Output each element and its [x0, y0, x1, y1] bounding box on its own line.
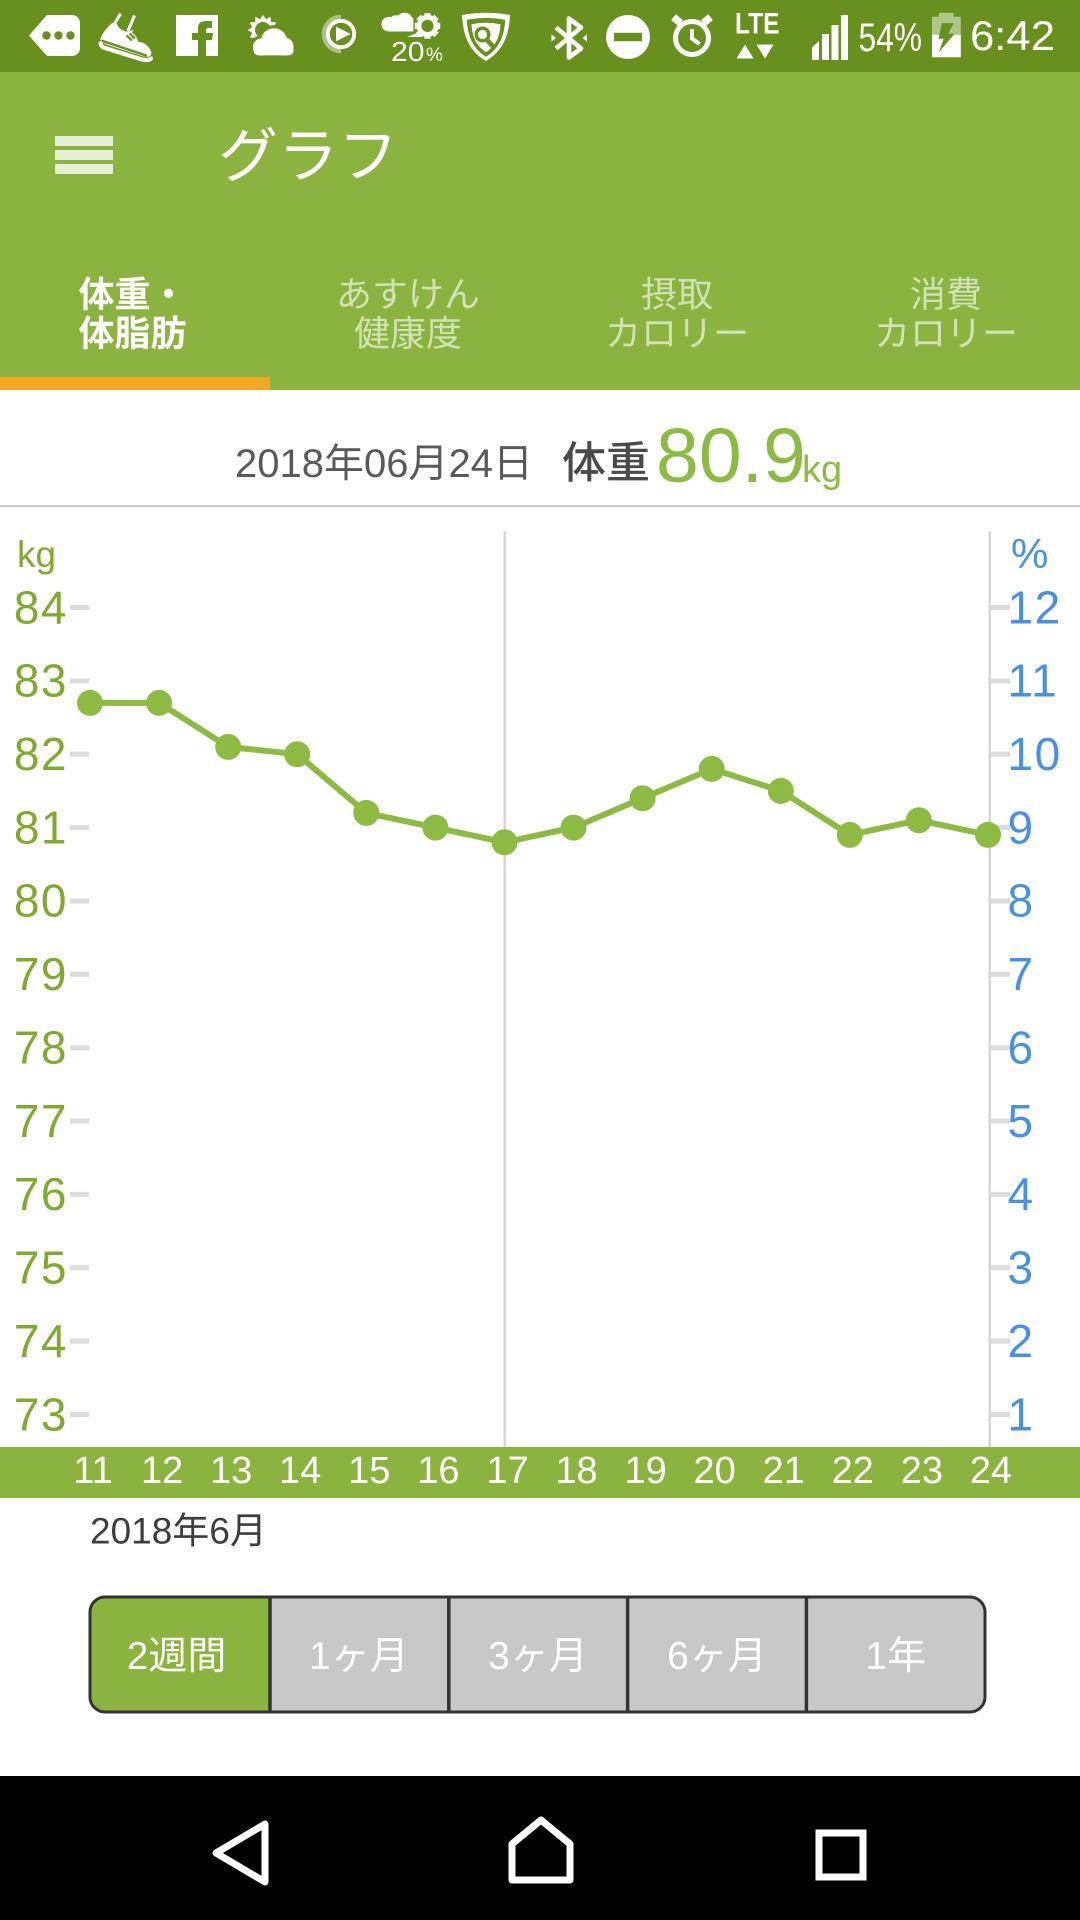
svg-text:6:42: 6:42: [970, 12, 1055, 59]
svg-text:11: 11: [1008, 655, 1059, 707]
svg-text:83: 83: [14, 655, 68, 707]
svg-text:%: %: [1011, 530, 1048, 577]
svg-text:6: 6: [1008, 1022, 1035, 1074]
svg-text:12: 12: [141, 1450, 183, 1492]
svg-text:20: 20: [391, 36, 425, 67]
svg-text:7: 7: [1008, 948, 1035, 1000]
svg-text:19: 19: [624, 1450, 666, 1492]
svg-text:24: 24: [970, 1450, 1012, 1492]
svg-text:2: 2: [1008, 1315, 1035, 1367]
svg-text:5: 5: [1008, 1095, 1035, 1147]
svg-text:54%: 54%: [859, 16, 923, 60]
svg-text:79: 79: [14, 948, 68, 1000]
svg-text:16: 16: [417, 1450, 459, 1492]
svg-text:3: 3: [1008, 1242, 1035, 1294]
svg-text:9: 9: [1008, 801, 1035, 853]
svg-text:81: 81: [14, 801, 68, 853]
svg-text:%: %: [426, 45, 443, 66]
svg-text:75: 75: [14, 1242, 68, 1294]
svg-text:80.9: 80.9: [656, 413, 806, 499]
svg-text:kg: kg: [802, 449, 842, 491]
svg-text:11: 11: [73, 1450, 112, 1492]
svg-text:77: 77: [14, 1095, 68, 1147]
svg-text:21: 21: [763, 1450, 805, 1492]
svg-text:80: 80: [14, 875, 68, 927]
svg-text:8: 8: [1008, 875, 1035, 927]
svg-text:13: 13: [210, 1450, 252, 1492]
svg-text:12: 12: [1008, 581, 1062, 633]
svg-text:14: 14: [279, 1450, 321, 1492]
svg-text:20: 20: [694, 1450, 736, 1492]
svg-text:22: 22: [832, 1450, 874, 1492]
svg-text:kg: kg: [17, 534, 56, 575]
svg-text:LTE: LTE: [735, 8, 780, 41]
svg-text:4: 4: [1008, 1168, 1035, 1220]
svg-text:10: 10: [1008, 728, 1062, 780]
svg-text:15: 15: [348, 1450, 390, 1492]
svg-text:82: 82: [14, 728, 68, 780]
svg-text:73: 73: [14, 1388, 68, 1440]
svg-text:74: 74: [14, 1315, 68, 1367]
svg-text:76: 76: [14, 1168, 68, 1220]
svg-text:23: 23: [901, 1450, 943, 1492]
svg-text:18: 18: [555, 1450, 597, 1492]
svg-text:17: 17: [486, 1450, 528, 1492]
svg-text:78: 78: [14, 1022, 68, 1074]
svg-text:84: 84: [14, 581, 68, 633]
svg-text:1: 1: [1008, 1388, 1035, 1440]
